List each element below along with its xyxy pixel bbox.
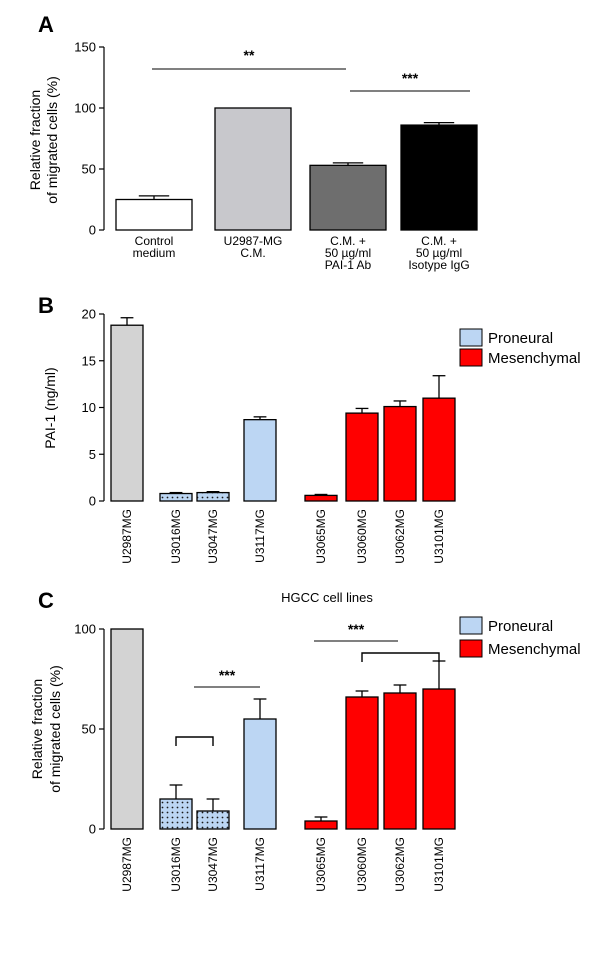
bar — [422, 688, 456, 830]
category-label: U3047MG — [206, 837, 220, 892]
category-label: U2987MG — [120, 837, 134, 892]
legend-label: Mesenchymal — [488, 350, 581, 367]
category-label: U2987MG — [120, 509, 134, 564]
y-tick-label: 10 — [82, 400, 96, 415]
category-label: U3101MG — [432, 837, 446, 892]
bar — [110, 324, 144, 502]
legend-label: Mesenchymal — [488, 641, 581, 658]
category-label: 50 µg/ml — [416, 246, 462, 260]
category-label: U3016MG — [169, 837, 183, 892]
legend-swatch — [459, 616, 483, 635]
y-tick-label: 20 — [82, 307, 96, 322]
y-axis-label: of migrated cells (%) — [44, 76, 60, 204]
category-label: U3065MG — [314, 509, 328, 564]
bar — [304, 820, 338, 830]
category-label: C.M. — [240, 246, 265, 260]
y-axis-label: of migrated cells (%) — [47, 665, 63, 793]
significance-label: *** — [402, 70, 419, 86]
category-label: C.M. + — [421, 234, 457, 248]
bar — [243, 419, 277, 502]
category-label: U3016MG — [169, 509, 183, 564]
panel-B: B 0 5 10 15 20 PAI-1 (ng/ml) U2987MG U3016MG U304… — [38, 293, 581, 564]
bar — [159, 798, 193, 830]
category-label: U3062MG — [393, 837, 407, 892]
bar — [345, 696, 379, 830]
y-axis-label: Relative fraction — [29, 679, 45, 779]
category-label: U2987-MG — [224, 234, 283, 248]
category-label: U3047MG — [206, 509, 220, 564]
bar — [196, 810, 230, 830]
bar — [110, 628, 144, 830]
category-label: 50 µg/ml — [325, 246, 371, 260]
category-label: U3065MG — [314, 837, 328, 892]
y-tick-label: 100 — [74, 101, 96, 116]
y-tick-label: 0 — [89, 822, 96, 837]
category-label: Control — [135, 234, 174, 248]
bar — [422, 397, 456, 502]
category-label: U3060MG — [355, 837, 369, 892]
y-tick-label: 5 — [89, 447, 96, 462]
bar — [196, 491, 230, 502]
category-label: U3062MG — [393, 509, 407, 564]
legend-swatch — [459, 328, 483, 347]
bar — [383, 692, 417, 830]
bar — [159, 492, 193, 502]
significance-label: *** — [219, 667, 236, 683]
category-label: medium — [133, 246, 176, 260]
legend-swatch — [459, 639, 483, 658]
y-tick-label: 100 — [74, 622, 96, 637]
bar — [214, 107, 292, 231]
y-axis-label: PAI-1 (ng/ml) — [42, 367, 58, 448]
y-tick-label: 50 — [82, 722, 96, 737]
comparison-bracket — [175, 736, 214, 746]
legend-label: Proneural — [488, 618, 553, 635]
bar — [309, 164, 387, 231]
y-tick-label: 150 — [74, 40, 96, 55]
category-label: U3117MG — [253, 509, 267, 563]
significance-label: ** — [244, 47, 255, 63]
y-tick-label: 0 — [89, 494, 96, 509]
bar — [400, 124, 478, 231]
bar — [304, 494, 338, 502]
category-label: U3060MG — [355, 509, 369, 564]
panel-letter: A — [38, 12, 54, 37]
category-label: PAI-1 Ab — [325, 258, 372, 272]
comparison-bracket — [361, 652, 440, 662]
significance-label: *** — [348, 621, 365, 637]
y-tick-label: 0 — [89, 223, 96, 238]
panel-A: A 0 50 100 150 Relative fraction of migrated c… — [27, 12, 478, 272]
category-label: C.M. + — [330, 234, 366, 248]
legend-label: Proneural — [488, 330, 553, 347]
panel-letter: C — [38, 588, 54, 613]
bar — [383, 405, 417, 502]
bar — [345, 412, 379, 502]
category-label: U3101MG — [432, 509, 446, 564]
chart-title: HGCC cell lines — [281, 590, 373, 605]
category-label: Isotype IgG — [408, 258, 469, 272]
y-tick-label: 15 — [82, 353, 96, 368]
y-axis-label: Relative fraction — [27, 90, 43, 190]
bar — [115, 198, 193, 231]
bar — [243, 718, 277, 830]
panel-C: C HGCC cell lines 0 50 100 Relative fraction o… — [29, 588, 581, 892]
legend-swatch — [459, 348, 483, 367]
panel-letter: B — [38, 293, 54, 318]
category-label: U3117MG — [253, 837, 267, 891]
y-tick-label: 50 — [82, 162, 96, 177]
